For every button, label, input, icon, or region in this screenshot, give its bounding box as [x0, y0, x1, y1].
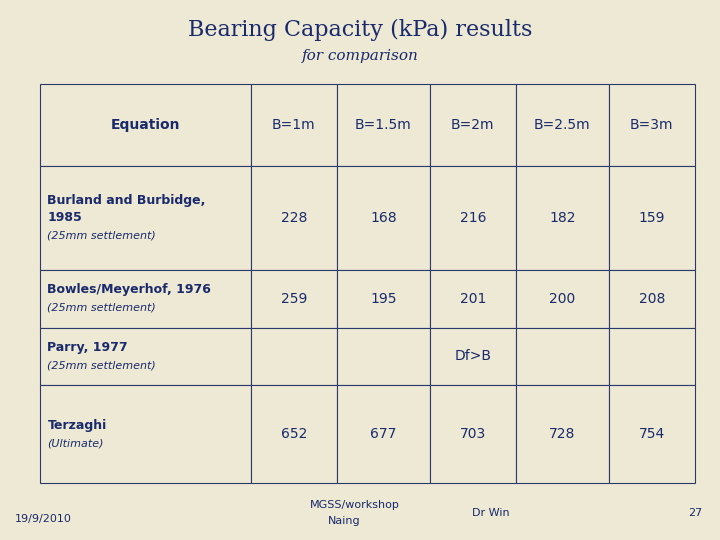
Bar	[40, 385, 251, 483]
Text: 195: 195	[370, 292, 397, 306]
Text: Equation: Equation	[110, 118, 180, 132]
Bar	[337, 166, 430, 270]
Text: 182: 182	[549, 211, 575, 225]
Text: (Ultimate): (Ultimate)	[48, 438, 104, 448]
Bar	[516, 328, 609, 385]
Text: Bowles/Meyerhof, 1976: Bowles/Meyerhof, 1976	[48, 284, 212, 296]
Bar	[251, 84, 337, 166]
Bar	[251, 328, 337, 385]
Text: B=1.5m: B=1.5m	[355, 118, 412, 132]
Bar	[609, 270, 695, 328]
Text: for comparison: for comparison	[302, 49, 418, 63]
Text: Dr Win: Dr Win	[472, 508, 509, 518]
Bar	[337, 385, 430, 483]
Text: (25mm settlement): (25mm settlement)	[48, 360, 156, 370]
Bar	[40, 328, 251, 385]
Bar	[609, 385, 695, 483]
Text: 201: 201	[459, 292, 486, 306]
Text: 200: 200	[549, 292, 575, 306]
Text: B=2m: B=2m	[451, 118, 495, 132]
Text: (25mm settlement): (25mm settlement)	[48, 231, 156, 241]
Bar	[609, 166, 695, 270]
Text: Terzaghi: Terzaghi	[48, 418, 107, 431]
Bar	[251, 385, 337, 483]
Bar	[430, 166, 516, 270]
Text: Bearing Capacity (kPa) results: Bearing Capacity (kPa) results	[188, 19, 532, 41]
Bar	[337, 270, 430, 328]
Bar	[516, 84, 609, 166]
Bar	[40, 270, 251, 328]
Text: 159: 159	[639, 211, 665, 225]
Bar	[337, 328, 430, 385]
Text: Naing: Naing	[328, 516, 360, 526]
Text: 27: 27	[688, 508, 702, 518]
Bar	[430, 84, 516, 166]
Text: 19/9/2010: 19/9/2010	[14, 514, 71, 524]
Text: 703: 703	[459, 427, 486, 441]
Bar	[516, 166, 609, 270]
Text: MGSS/workshop: MGSS/workshop	[310, 500, 400, 510]
Bar	[337, 84, 430, 166]
Text: (25mm settlement): (25mm settlement)	[48, 303, 156, 313]
Text: 216: 216	[459, 211, 486, 225]
Text: B=2.5m: B=2.5m	[534, 118, 590, 132]
Text: 677: 677	[370, 427, 397, 441]
Bar	[430, 270, 516, 328]
Text: Burland and Burbidge,: Burland and Burbidge,	[48, 194, 206, 207]
Bar	[251, 270, 337, 328]
Text: Df>B: Df>B	[454, 349, 491, 363]
Text: 259: 259	[281, 292, 307, 306]
Text: 728: 728	[549, 427, 575, 441]
Bar	[609, 328, 695, 385]
Text: B=1m: B=1m	[272, 118, 315, 132]
Bar	[40, 84, 251, 166]
Bar	[251, 166, 337, 270]
Text: 168: 168	[370, 211, 397, 225]
Bar	[609, 84, 695, 166]
Text: Parry, 1977: Parry, 1977	[48, 341, 128, 354]
Bar	[430, 328, 516, 385]
Text: 1985: 1985	[48, 212, 82, 225]
Bar	[516, 270, 609, 328]
Text: 228: 228	[281, 211, 307, 225]
Text: 754: 754	[639, 427, 665, 441]
Bar	[516, 385, 609, 483]
Text: B=3m: B=3m	[630, 118, 674, 132]
Text: 652: 652	[281, 427, 307, 441]
Bar	[430, 385, 516, 483]
Bar	[40, 166, 251, 270]
Text: 208: 208	[639, 292, 665, 306]
